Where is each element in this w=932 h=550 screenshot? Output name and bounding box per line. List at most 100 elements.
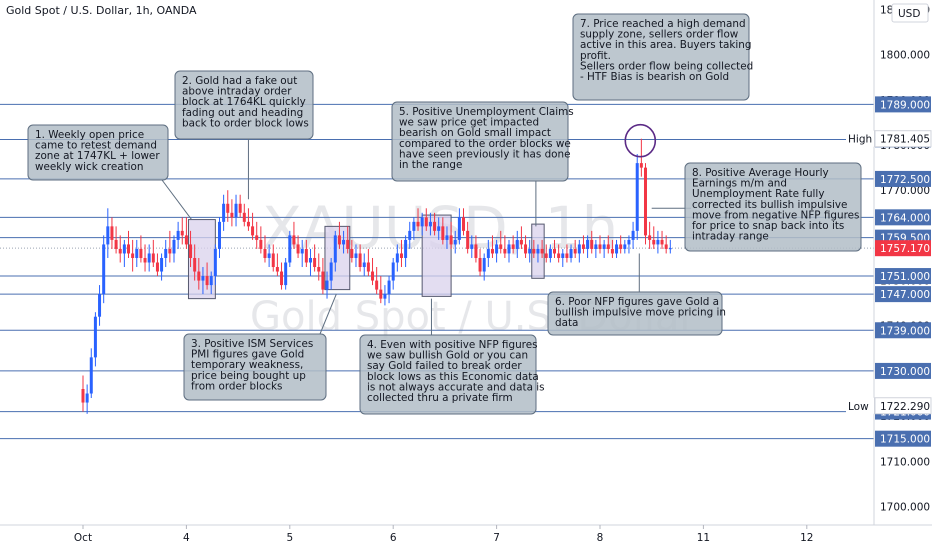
candle-body [441, 226, 445, 240]
candle-body [213, 248, 217, 277]
annotation-callout: 7. Price reached a high demand supply zon… [572, 13, 753, 101]
annotation-callout: 6. Poor NFP figures gave Gold a bullish i… [547, 253, 726, 336]
candle-body [495, 244, 499, 254]
candle-body [408, 230, 412, 240]
candle-body [581, 244, 585, 249]
price-axis[interactable]: 1810.0001800.0001790.0001780.0001770.000… [846, 0, 932, 550]
candle-body [284, 262, 288, 286]
high-price-tag [874, 130, 932, 148]
candle-body [358, 253, 362, 268]
level-price-label: 1747.000 [880, 289, 930, 301]
candle-body [184, 235, 188, 245]
candle-body [222, 203, 226, 222]
candle-body [93, 316, 97, 358]
candle-body [486, 248, 490, 258]
callout-text: 8. Positive Average Hourly Earnings m/m a… [692, 167, 859, 243]
callout-text: 6. Poor NFP figures gave Gold a bullish i… [555, 296, 726, 329]
callout-line: Earnings m/m and [692, 178, 787, 190]
callout-line: 6. Poor NFP figures gave Gold a [555, 296, 719, 308]
candle-body [391, 262, 395, 281]
callout-text: 7. Price reached a high demand supply zon… [580, 18, 753, 83]
callout-pointer [319, 293, 337, 335]
candle-body [511, 244, 515, 249]
callout-line: from order blocks [191, 380, 282, 392]
candle-body [342, 239, 346, 245]
callout-line: 4. Even with positive NFP figures [367, 339, 538, 351]
price-tick-label: 1800.000 [880, 50, 930, 62]
candle-body [660, 239, 664, 245]
candle-body [565, 253, 569, 258]
candle-body [482, 257, 486, 272]
candle-body [168, 248, 172, 254]
candle-body [519, 239, 523, 245]
candle-body [395, 253, 399, 263]
candle-body [271, 253, 275, 268]
callout-box [27, 124, 169, 181]
level-price-label: 1789.000 [880, 99, 930, 111]
callout-line: move from negative NFP figures [692, 209, 859, 221]
callout-line: for price to snap back into its [692, 220, 844, 232]
callout-line: 2. Gold had a fake out [182, 75, 297, 87]
level-price-label: 1764.000 [880, 212, 930, 224]
low-price-tag [874, 397, 932, 415]
low-tag-bg [846, 397, 874, 414]
high-tag-label: High [848, 134, 872, 146]
candle-body [251, 226, 255, 236]
low-price-value: 1722.290 [880, 401, 930, 413]
candle-body [375, 280, 379, 290]
candle-body [155, 262, 159, 272]
candle-body [308, 257, 312, 263]
candle-body [656, 239, 660, 245]
callout-line: collected thru a private firm [367, 392, 513, 404]
candle-body [267, 253, 271, 258]
candle-body [337, 235, 341, 245]
level-price-label: 1715.000 [880, 434, 930, 446]
candle-body [548, 248, 552, 258]
candle-body [474, 244, 478, 258]
candle-body [230, 212, 234, 218]
candle-body [507, 244, 511, 254]
callout-line: zone at 1747KL + lower [35, 150, 160, 162]
level-price-tag [875, 170, 931, 187]
callout-line: 7. Price reached a high demand [580, 18, 746, 30]
callout-text: 1. Weekly open price came to retest deman… [35, 129, 160, 173]
candle-body [110, 226, 114, 240]
callout-box [174, 70, 314, 140]
candle-body [648, 235, 652, 240]
candle-body [362, 262, 366, 268]
time-tick-label: Oct [74, 532, 92, 544]
callout-line: 5. Positive Unemployment Claims [399, 106, 574, 118]
callout-line: Unemployment Rate fully [692, 188, 824, 200]
level-price-tag [875, 209, 931, 226]
candle-body [197, 271, 201, 281]
callout-line: came to retest demand [35, 140, 157, 152]
level-price-label: 1730.000 [880, 366, 930, 378]
last-price-tag [875, 240, 931, 257]
annotation-callout: 1. Weekly open price came to retest deman… [27, 124, 192, 220]
callout-text: 2. Gold had a fake out above intraday ord… [182, 75, 309, 129]
candle-body [561, 253, 565, 258]
level-price-tag [875, 286, 931, 303]
callout-line: bearish on Gold small impact [399, 127, 551, 139]
candle-body [151, 253, 155, 263]
callout-line: block lows as this Economic data [367, 371, 539, 383]
candle-body [470, 244, 474, 249]
time-axis[interactable]: Oct 4 5 6 7 8 11 12 [0, 524, 932, 544]
candle-body [280, 271, 284, 286]
candle-body [275, 267, 279, 272]
candle-body [499, 244, 503, 249]
candle-body [619, 244, 623, 249]
candle-body [524, 244, 528, 254]
candle-body [602, 244, 606, 249]
callout-line: - HTF Bias is bearish on Gold [580, 71, 729, 83]
candle-body [126, 244, 130, 254]
candle-body [263, 248, 267, 258]
callout-box [547, 291, 723, 336]
candle-body [652, 239, 656, 245]
candle-body [325, 280, 329, 290]
candle-body [122, 244, 126, 254]
callout-line: 8. Positive Average Hourly [692, 167, 829, 179]
callout-text: 3. Positive ISM Services PMI figures gave… [191, 338, 313, 392]
